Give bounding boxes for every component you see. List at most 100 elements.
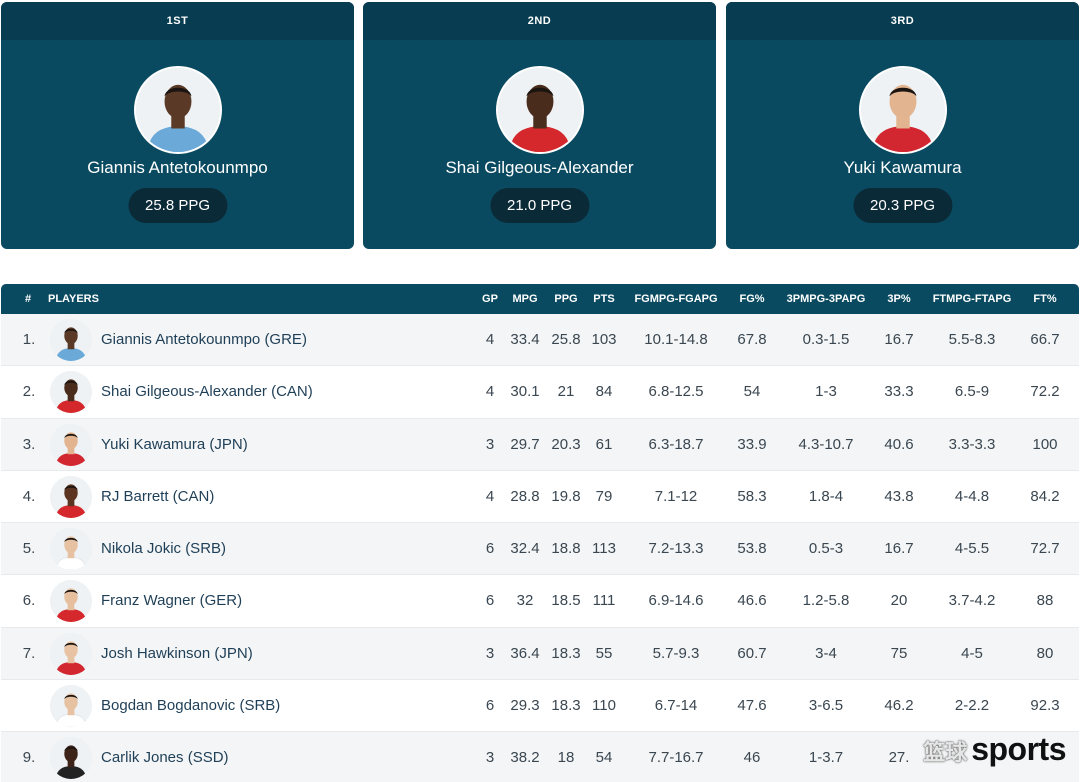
header-ppg[interactable]: PPG	[554, 293, 578, 305]
player-portrait	[50, 737, 92, 780]
player-name[interactable]: Carlik Jones (SSD)	[101, 749, 229, 767]
player-name[interactable]: Bogdan Bogdanovic (SRB)	[101, 697, 281, 715]
ft-pct-cell: 72.7	[1030, 540, 1060, 558]
header-3pp[interactable]: 3P%	[887, 293, 911, 305]
table-row[interactable]: 7. Josh Hawkinson (JPN) 3 36.4 18.3 55 5.7-9.3…	[1, 627, 1079, 681]
podium-card-1[interactable]: 1ST Giannis Antetokounmpo 25.8 PPG	[1, 2, 354, 249]
ppg-cell: 18	[557, 749, 575, 767]
ft-cell: 3.3-3.3	[948, 435, 996, 453]
player-name: Shai Gilgeous-Alexander	[445, 158, 634, 177]
podium-card-3[interactable]: 3RD Yuki Kawamura 20.3 PPG	[726, 2, 1079, 249]
watermark: 篮球 sports	[923, 731, 1066, 768]
fg-cell: 6.9-14.6	[648, 592, 704, 610]
fg-pct-cell: 46.6	[737, 592, 767, 610]
pts-cell: 55	[595, 644, 613, 662]
player-avatar	[50, 580, 92, 623]
mpg-cell: 32	[516, 592, 534, 610]
player-name[interactable]: Josh Hawkinson (JPN)	[101, 644, 253, 662]
fg-pct-cell: 46	[743, 749, 761, 767]
player-name[interactable]: Yuki Kawamura (JPN)	[101, 435, 248, 453]
header-gp[interactable]: GP	[482, 293, 498, 305]
ft-cell: 2-2.2	[954, 697, 990, 715]
mpg-cell: 38.2	[510, 749, 540, 767]
player-name[interactable]: Shai Gilgeous-Alexander (CAN)	[101, 383, 313, 401]
player-portrait	[50, 632, 92, 675]
player-avatar	[50, 632, 92, 675]
podium: 1ST Giannis Antetokounmpo 25.8 PPG 2ND S…	[1, 2, 1079, 249]
player-name[interactable]: Nikola Jokic (SRB)	[101, 540, 227, 558]
table-row[interactable]: 2. Shai Gilgeous-Alexander (CAN) 4 30.1 21 84…	[1, 366, 1079, 419]
player-name[interactable]: Franz Wagner (GER)	[101, 592, 243, 610]
table-row[interactable]: 3. Yuki Kawamura (JPN) 3 29.7 20.3 61 6.3-18.7…	[1, 418, 1079, 471]
three-cell: 1.2-5.8	[802, 592, 850, 610]
table-row[interactable]: 1. Giannis Antetokounmpo (GRE) 4 33.4 25.8 10…	[1, 314, 1079, 367]
pts-cell: 54	[595, 749, 613, 767]
ft-pct-cell: 88	[1036, 592, 1054, 610]
ft-cell: 3.7-4.2	[948, 592, 996, 610]
ppg-badge: 21.0 PPG	[489, 188, 590, 223]
player-avatar	[50, 423, 92, 466]
ppg-cell: 25.8	[551, 331, 581, 348]
player-avatar	[50, 685, 92, 728]
fg-cell: 5.7-9.3	[652, 644, 700, 662]
table-row[interactable]: Bogdan Bogdanovic (SRB) 6 29.3 18.3 110 6.7-1…	[1, 680, 1079, 733]
ft-pct-cell: 80	[1036, 644, 1054, 662]
table-row[interactable]: 9. Carlik Jones (SSD) 3 38.2 18 54 7.7-16.7 46 1…	[1, 732, 1079, 782]
ft-cell: 4-4.8	[954, 487, 990, 505]
three-cell: 3-6.5	[808, 697, 844, 715]
header-fgp[interactable]: FG%	[739, 293, 765, 305]
player-portrait	[50, 423, 92, 466]
player-name: Yuki Kawamura	[843, 158, 962, 177]
fg-cell: 6.3-18.7	[648, 435, 704, 453]
three-cell: 3-4	[815, 644, 837, 662]
mpg-cell: 28.8	[510, 487, 540, 505]
mpg-cell: 36.4	[510, 644, 540, 662]
ft-pct-cell: 66.7	[1030, 331, 1060, 348]
pts-cell: 113	[592, 540, 616, 558]
player-avatar	[50, 319, 92, 361]
header-3p[interactable]: 3PMPG-3PAPG	[786, 293, 866, 305]
player-portrait	[50, 580, 92, 623]
table-row[interactable]: 4. RJ Barrett (CAN) 4 28.8 19.8 79 7.1-12 58.3 1…	[1, 470, 1079, 524]
header-players[interactable]: PLAYERS	[48, 293, 99, 305]
podium-card-2[interactable]: 2ND Shai Gilgeous-Alexander 21.0 PPG	[363, 2, 716, 249]
header-ft[interactable]: FTMPG-FTAPG	[932, 293, 1012, 305]
gp-cell: 4	[485, 383, 495, 401]
three-cell: 0.3-1.5	[802, 331, 850, 348]
rank: 6.	[22, 592, 36, 610]
watermark-en: sports	[971, 731, 1066, 767]
fg-pct-cell: 54	[743, 383, 761, 401]
mpg-cell: 29.7	[510, 435, 540, 453]
player-portrait	[497, 68, 582, 152]
player-name[interactable]: RJ Barrett (CAN)	[101, 487, 215, 505]
header-pts[interactable]: PTS	[593, 293, 615, 305]
player-avatar	[50, 475, 92, 518]
rank: 2.	[22, 383, 36, 401]
fg-cell: 6.7-14	[654, 697, 698, 715]
ppg-cell: 21	[557, 383, 575, 401]
three-cell: 0.5-3	[808, 540, 844, 558]
table-body: 1. Giannis Antetokounmpo (GRE) 4 33.4 25.8 10…	[1, 314, 1079, 782]
gp-cell: 6	[485, 697, 495, 715]
fg-pct-cell: 47.6	[737, 697, 767, 715]
table-row[interactable]: 6. Franz Wagner (GER) 6 32 18.5 111 6.9-14.6 46…	[1, 575, 1079, 628]
player-photo	[858, 66, 947, 154]
fg-pct-cell: 60.7	[737, 644, 767, 662]
ft-pct-cell: 92.3	[1030, 697, 1060, 715]
three-cell: 1-3.7	[808, 749, 844, 767]
header-mpg[interactable]: MPG	[512, 293, 538, 305]
fg-cell: 7.1-12	[654, 487, 698, 505]
stats-table: # PLAYERS GP MPG PPG PTS FGMPG-FGAPG FG%…	[1, 284, 1079, 782]
player-name: Giannis Antetokounmpo	[87, 158, 268, 177]
gp-cell: 4	[485, 487, 495, 505]
rank: 9.	[22, 749, 36, 767]
player-portrait	[135, 68, 220, 152]
player-name[interactable]: Giannis Antetokounmpo (GRE)	[101, 331, 307, 348]
header-fg[interactable]: FGMPG-FGAPG	[634, 293, 718, 305]
table-row[interactable]: 5. Nikola Jokic (SRB) 6 32.4 18.8 113 7.2-13.3…	[1, 523, 1079, 576]
three-pct-cell: 43.8	[884, 487, 914, 505]
header-ftp[interactable]: FT%	[1033, 293, 1057, 305]
pts-cell: 111	[592, 592, 616, 610]
gp-cell: 3	[485, 749, 495, 767]
ft-pct-cell: 72.2	[1030, 383, 1060, 401]
